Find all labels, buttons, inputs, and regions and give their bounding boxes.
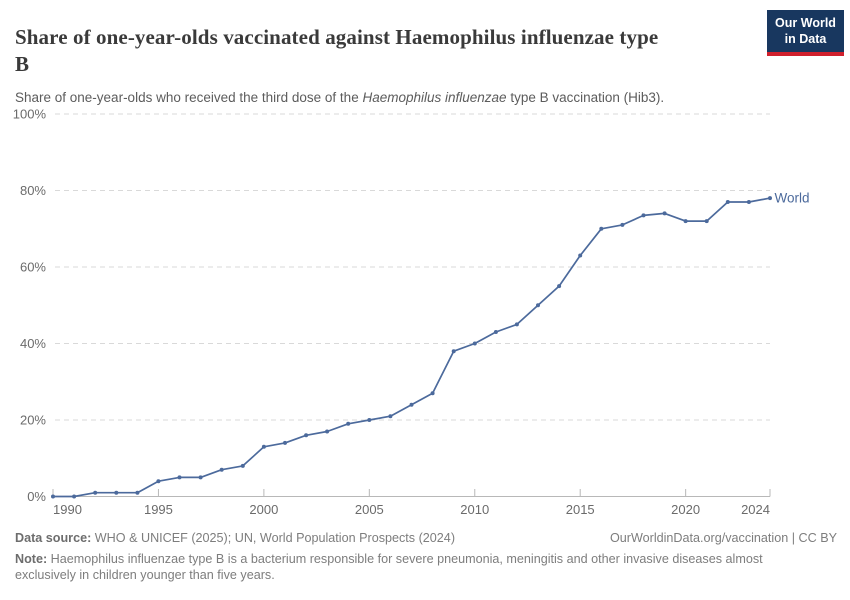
subtitle-italic-term: Haemophilus influenzae (362, 89, 507, 105)
owid-logo-red-bar (767, 52, 844, 57)
owid-logo-line2: in Data (784, 31, 827, 46)
data-point[interactable] (135, 490, 140, 495)
x-axis-label: 1990 (53, 502, 82, 517)
footnote-text: Haemophilus influenzae type B is a bacte… (15, 552, 763, 582)
data-source-line: Data source: WHO & UNICEF (2025); UN, Wo… (15, 531, 455, 545)
owid-logo-text: Our World in Data (767, 10, 844, 53)
data-point[interactable] (388, 414, 393, 419)
data-point[interactable] (240, 463, 245, 468)
data-point[interactable] (261, 444, 266, 449)
footer: Data source: WHO & UNICEF (2025); UN, Wo… (15, 531, 837, 545)
y-axis-label: 0% (27, 489, 46, 504)
page-title: Share of one-year-olds vaccinated agains… (15, 25, 659, 77)
owid-logo[interactable]: Our World in Data (767, 10, 844, 57)
series-line[interactable] (52, 197, 771, 498)
x-axis-label: 2020 (671, 502, 700, 517)
data-point[interactable] (536, 303, 540, 308)
line-chart[interactable]: 0% 20% 40% 60% 80% 100% 1990 1995 2000 2005 2010 20… (0, 100, 850, 528)
subtitle-prefix: Share of one-year-olds who received the … (15, 89, 363, 105)
data-source-label: Data source: (15, 531, 92, 545)
series-label[interactable]: World (775, 191, 810, 206)
data-point[interactable] (72, 494, 77, 499)
data-point[interactable] (93, 490, 98, 495)
data-point[interactable] (283, 440, 287, 445)
data-point[interactable] (304, 433, 309, 438)
data-point[interactable] (430, 391, 435, 396)
footnote-label: Note: (15, 552, 48, 566)
data-point[interactable] (578, 253, 583, 258)
footnote: Note: Haemophilus influenzae type B is a… (15, 552, 797, 583)
x-axis-label: 2005 (355, 502, 384, 517)
x-axis-label: 2010 (460, 502, 489, 517)
y-axis-label: 60% (20, 260, 46, 275)
x-axis-label: 2024 (741, 502, 770, 517)
data-point[interactable] (683, 219, 688, 224)
data-point[interactable] (451, 349, 456, 354)
y-axis-label: 80% (20, 183, 46, 198)
chart-subtitle: Share of one-year-olds who received the … (15, 90, 664, 105)
data-point[interactable] (367, 418, 372, 422)
data-point[interactable] (472, 341, 477, 346)
data-point[interactable] (662, 211, 667, 216)
x-axis-label: 1995 (144, 502, 173, 517)
data-point[interactable] (409, 402, 414, 407)
data-point[interactable] (156, 479, 161, 484)
data-point[interactable] (493, 330, 498, 334)
data-point[interactable] (641, 213, 646, 218)
data-point[interactable] (746, 200, 751, 204)
license-link[interactable]: OurWorldinData.org/vaccination | CC BY (609, 531, 837, 545)
data-point[interactable] (557, 284, 562, 289)
data-point[interactable] (725, 200, 730, 204)
y-axis-label: 20% (20, 413, 46, 428)
data-point[interactable] (325, 429, 330, 434)
data-source-text: WHO & UNICEF (2025); UN, World Populatio… (91, 531, 456, 545)
subtitle-suffix: type B vaccination (Hib3). (506, 89, 665, 105)
x-axis-label: 2000 (249, 502, 278, 517)
data-point[interactable] (599, 226, 604, 231)
data-point[interactable] (768, 196, 772, 201)
x-axis-label: 2015 (566, 502, 595, 517)
data-point[interactable] (346, 421, 351, 426)
data-point[interactable] (620, 222, 625, 227)
y-axis-label: 40% (20, 336, 46, 351)
data-point[interactable] (177, 475, 182, 480)
owid-logo-line1: Our World (775, 16, 836, 30)
data-point[interactable] (114, 490, 119, 495)
y-axis-label: 100% (13, 107, 47, 122)
data-point[interactable] (51, 494, 55, 499)
data-point[interactable] (198, 475, 203, 480)
data-point[interactable] (514, 322, 519, 327)
data-point[interactable] (219, 467, 224, 472)
data-point[interactable] (704, 219, 709, 224)
